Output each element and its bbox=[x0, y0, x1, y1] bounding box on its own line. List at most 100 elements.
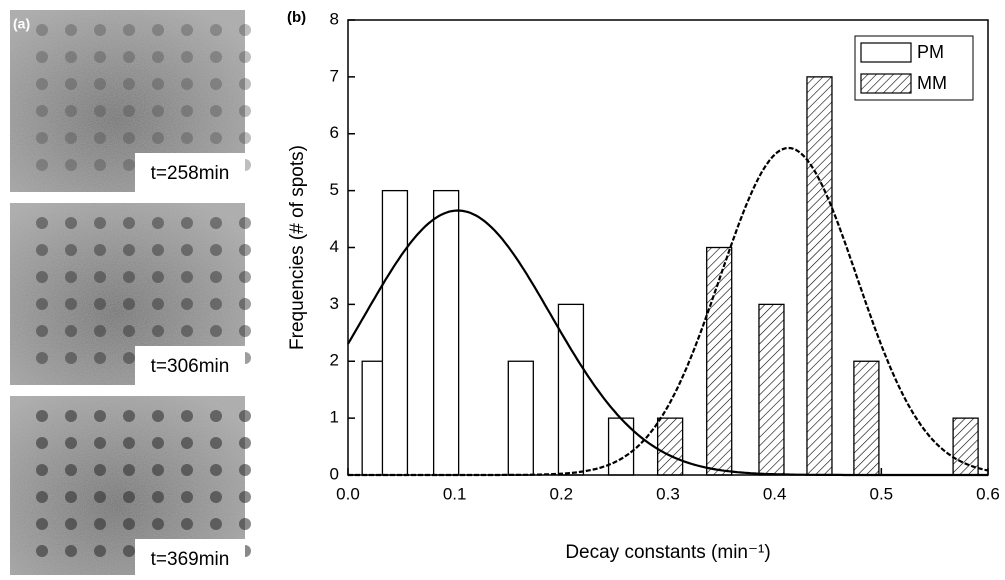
spot bbox=[94, 24, 106, 36]
spot bbox=[36, 325, 48, 337]
spot bbox=[152, 464, 164, 476]
y-tick-label: 8 bbox=[330, 9, 339, 28]
spot bbox=[123, 217, 135, 229]
spot bbox=[94, 159, 106, 171]
spot bbox=[210, 464, 222, 476]
y-axis-label: Frequencies (# of spots) bbox=[287, 145, 308, 350]
spot bbox=[123, 244, 135, 256]
spot bbox=[181, 491, 193, 503]
spot bbox=[94, 217, 106, 229]
spot bbox=[210, 298, 222, 310]
spot bbox=[94, 437, 106, 449]
bar bbox=[706, 246, 733, 476]
spot bbox=[36, 271, 48, 283]
legend-label: MM bbox=[917, 73, 947, 93]
spot bbox=[36, 78, 48, 90]
spot bbox=[94, 325, 106, 337]
spot bbox=[123, 518, 135, 530]
spot bbox=[123, 352, 135, 364]
spot bbox=[210, 491, 222, 503]
spot bbox=[181, 51, 193, 63]
spot bbox=[65, 545, 77, 557]
spot bbox=[36, 464, 48, 476]
spot bbox=[181, 217, 193, 229]
spot bbox=[65, 410, 77, 422]
spot bbox=[239, 78, 251, 90]
spot bbox=[94, 244, 106, 256]
spot bbox=[123, 78, 135, 90]
spot bbox=[123, 51, 135, 63]
spot bbox=[210, 105, 222, 117]
spot bbox=[65, 132, 77, 144]
y-tick-label: 4 bbox=[330, 237, 339, 256]
spot bbox=[239, 298, 251, 310]
x-tick-label: 0.1 bbox=[443, 484, 467, 503]
spot bbox=[239, 518, 251, 530]
spot bbox=[94, 105, 106, 117]
spot bbox=[94, 51, 106, 63]
plot-frame bbox=[347, 19, 989, 476]
legend-label: PM bbox=[917, 42, 944, 62]
spot bbox=[123, 159, 135, 171]
label-box bbox=[135, 346, 245, 385]
spot bbox=[181, 24, 193, 36]
spot bbox=[152, 298, 164, 310]
spot bbox=[181, 132, 193, 144]
spot bbox=[239, 244, 251, 256]
spot bbox=[65, 271, 77, 283]
spot bbox=[123, 271, 135, 283]
chart: (b) 0 1 2 3 4 5 6 7 8 0.0 0.1 0.2 0.3 0.4 0.5 0.6 Decay c… bbox=[287, 9, 1000, 563]
spot bbox=[181, 518, 193, 530]
panel-label: (b) bbox=[287, 9, 306, 26]
spot bbox=[181, 325, 193, 337]
x-tick-label: 0.2 bbox=[550, 484, 574, 503]
y-tick-label: 5 bbox=[330, 180, 339, 199]
spot bbox=[210, 78, 222, 90]
bar bbox=[952, 417, 979, 476]
spot bbox=[65, 159, 77, 171]
spot bbox=[181, 298, 193, 310]
frame-time: t=369min bbox=[151, 549, 230, 570]
spot bbox=[239, 271, 251, 283]
spot bbox=[152, 271, 164, 283]
spot bbox=[239, 132, 251, 144]
spot bbox=[152, 518, 164, 530]
spot bbox=[152, 105, 164, 117]
spot bbox=[152, 410, 164, 422]
spot bbox=[152, 491, 164, 503]
spot bbox=[123, 132, 135, 144]
spot bbox=[210, 24, 222, 36]
spot bbox=[36, 410, 48, 422]
bar bbox=[507, 360, 534, 476]
x-axis-label: Decay constants (min⁻¹) bbox=[565, 542, 770, 563]
spot bbox=[210, 437, 222, 449]
spot bbox=[65, 51, 77, 63]
spot bbox=[94, 271, 106, 283]
spot bbox=[152, 217, 164, 229]
spot bbox=[65, 298, 77, 310]
spot bbox=[123, 545, 135, 557]
label-box bbox=[135, 539, 245, 578]
spot bbox=[65, 464, 77, 476]
bar bbox=[853, 360, 880, 476]
bar bbox=[758, 303, 785, 476]
spot bbox=[123, 464, 135, 476]
spot bbox=[36, 159, 48, 171]
legend-swatch bbox=[860, 42, 912, 63]
y-tick-label: 2 bbox=[330, 351, 339, 370]
spot bbox=[123, 491, 135, 503]
spot bbox=[152, 325, 164, 337]
spot bbox=[36, 352, 48, 364]
spot bbox=[94, 545, 106, 557]
spot bbox=[65, 244, 77, 256]
spot bbox=[94, 298, 106, 310]
spot bbox=[181, 437, 193, 449]
spot bbox=[181, 410, 193, 422]
spot bbox=[36, 244, 48, 256]
spot bbox=[239, 325, 251, 337]
spot bbox=[152, 132, 164, 144]
bar bbox=[656, 417, 684, 476]
spot bbox=[210, 325, 222, 337]
y-tick-label: 0 bbox=[330, 464, 339, 483]
